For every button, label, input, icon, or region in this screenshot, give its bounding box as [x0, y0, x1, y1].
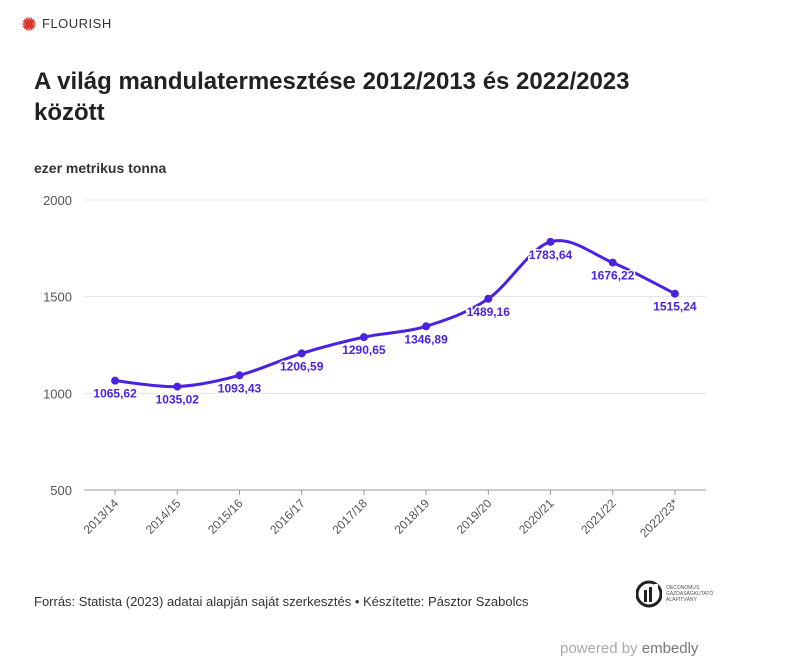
oeconomus-logo-text: Oeconomus Gazdaságkutató Alapítvány	[666, 585, 714, 603]
data-point	[111, 376, 120, 385]
data-label: 1676,22	[591, 269, 635, 283]
data-label: 1035,02	[156, 393, 200, 407]
flourish-brand[interactable]: FLOURISH	[22, 16, 112, 31]
x-tick-label: 2017/18	[329, 496, 370, 537]
embedly-brand: embedly	[641, 640, 699, 657]
data-point	[422, 322, 431, 331]
source-note: Forrás: Statista (2023) adatai alapján s…	[34, 594, 529, 609]
data-label: 1783,64	[529, 248, 573, 262]
x-tick-label: 2018/19	[392, 496, 433, 537]
line-chart: 500 1000 1500 2000 2013/14 2014/15 2015/16 2016…	[43, 193, 706, 540]
x-tick-label: 2013/14	[81, 496, 122, 537]
x-tick-label: 2016/17	[267, 496, 308, 537]
y-tick-label: 500	[50, 483, 72, 498]
x-tick-label: 2019/20	[454, 496, 495, 537]
data-point	[670, 289, 679, 298]
data-label: 1346,89	[404, 332, 448, 346]
data-label: 1065,62	[93, 387, 137, 401]
data-point	[297, 349, 306, 358]
x-tick-label: 2014/15	[143, 496, 184, 537]
data-label: 1290,65	[342, 343, 386, 357]
data-point	[608, 258, 617, 267]
data-label: 1515,24	[653, 300, 697, 314]
data-point	[359, 333, 368, 342]
data-label: 1093,43	[218, 381, 262, 395]
data-point	[546, 237, 555, 246]
data-label: 1206,59	[280, 359, 324, 373]
flourish-star-icon	[22, 16, 36, 31]
data-point	[173, 382, 182, 391]
data-point	[484, 294, 493, 303]
x-tick-label: 2022/23*	[637, 496, 681, 540]
x-tick-label: 2021/22	[578, 496, 619, 537]
y-tick-label: 1500	[43, 290, 72, 305]
y-tick-label: 2000	[43, 193, 72, 208]
powered-by-text: powered by	[560, 640, 638, 657]
data-label: 1489,16	[467, 305, 511, 319]
x-tick-label: 2020/21	[516, 496, 557, 537]
y-axis-label: ezer metrikus tonna	[34, 160, 167, 176]
data-point	[235, 371, 244, 380]
brand-name: FLOURISH	[42, 16, 112, 31]
powered-by-embedly[interactable]: powered by embedly	[560, 640, 698, 657]
oeconomus-logo: Oeconomus Gazdaságkutató Alapítvány	[636, 580, 736, 608]
y-tick-label: 1000	[43, 386, 72, 401]
x-tick-label: 2015/16	[205, 496, 246, 537]
oeconomus-logo-icon	[636, 580, 662, 608]
chart-title: A világ mandulatermesztése 2012/2013 és …	[34, 68, 630, 126]
series-line	[114, 239, 676, 389]
